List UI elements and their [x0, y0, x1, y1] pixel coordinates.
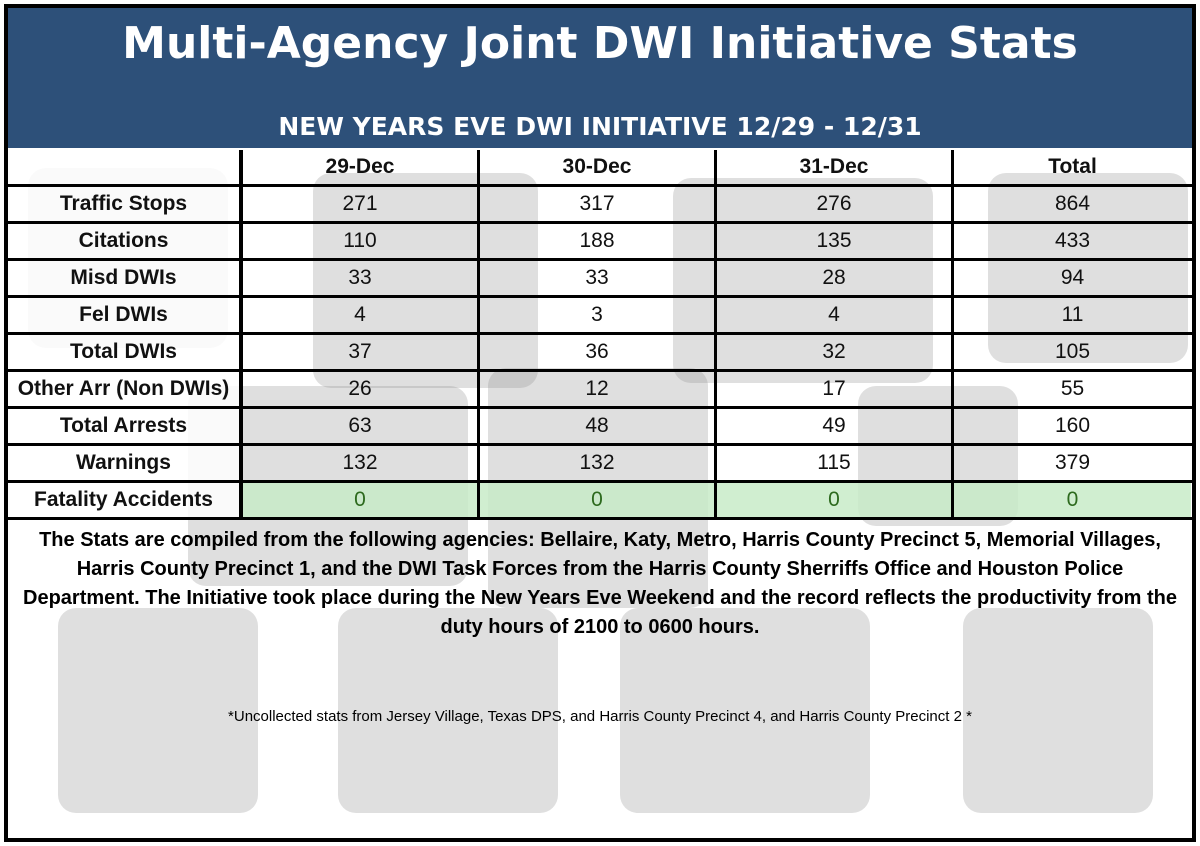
- row-label: Fel DWIs: [8, 298, 243, 332]
- row-value: 188: [480, 224, 717, 258]
- row-value: 135: [717, 224, 954, 258]
- row-value: 115: [717, 446, 954, 480]
- row-value: 49: [717, 409, 954, 443]
- constable-pct2-badge-logo: [620, 608, 870, 813]
- infographic: Multi-Agency Joint DWI Initiative Stats …: [4, 4, 1196, 842]
- row-value: 4: [243, 298, 480, 332]
- row-value: 0: [954, 483, 1191, 517]
- footnote: *Uncollected stats from Jersey Village, …: [228, 708, 972, 725]
- row-value: 379: [1054, 451, 1091, 474]
- row-value: 55: [1060, 377, 1085, 400]
- row-value: 160: [1054, 414, 1091, 437]
- row-value: 0: [480, 483, 717, 517]
- row-value: 11: [1061, 303, 1084, 326]
- header-cell: 31-Dec: [717, 150, 954, 184]
- header-cell: [8, 150, 243, 184]
- police-badge-logo: [988, 173, 1188, 363]
- bellaire-badge-logo: [58, 608, 258, 813]
- header-banner: Multi-Agency Joint DWI Initiative Stats …: [8, 8, 1192, 148]
- row-value: 36: [480, 335, 717, 369]
- row-value: 26: [243, 372, 480, 406]
- table-row: Fel DWIs 4 3 4 11: [8, 298, 1192, 335]
- row-value: 433: [1054, 229, 1091, 252]
- row-value: 33: [243, 261, 480, 295]
- row-value: 3: [480, 298, 717, 332]
- table-row: Total DWIs 37 36 32 105: [8, 335, 1192, 372]
- harris-county-badge-logo: [963, 608, 1153, 813]
- agencies-note: The Stats are compiled from the followin…: [23, 529, 1177, 638]
- page-subtitle: NEW YEARS EVE DWI INITIATIVE 12/29 - 12/…: [278, 112, 922, 141]
- row-value: 63: [243, 409, 480, 443]
- row-label: Total Arrests: [8, 409, 243, 443]
- page-title: Multi-Agency Joint DWI Initiative Stats: [122, 18, 1078, 69]
- table-row: Citations 110 188 135 433: [8, 224, 1192, 261]
- row-value: 105: [1054, 340, 1091, 363]
- table-row: Traffic Stops 271 317 276 864: [8, 187, 1192, 224]
- table-header-row: 29-Dec 30-Dec 31-Dec Total: [8, 150, 1192, 187]
- table-row: Total Arrests 63 48 49 160: [8, 409, 1192, 446]
- row-label: Total DWIs: [8, 335, 243, 369]
- row-value: 12: [480, 372, 717, 406]
- header-cell: 29-Dec: [243, 150, 480, 184]
- row-label: Traffic Stops: [8, 187, 243, 221]
- header-cell: 30-Dec: [480, 150, 717, 184]
- row-value: 37: [243, 335, 480, 369]
- row-value: 110: [243, 224, 480, 258]
- row-value: 271: [243, 187, 480, 221]
- row-value: 28: [717, 261, 954, 295]
- table-row: Misd DWIs 33 33 28 94: [8, 261, 1192, 298]
- table-row: Fatality Accidents 0 0 0 0: [8, 483, 1192, 520]
- row-value: 32: [717, 335, 954, 369]
- stats-table: 29-Dec 30-Dec 31-Dec Total Traffic Stops…: [8, 150, 1192, 520]
- row-value: 48: [480, 409, 717, 443]
- header-cell: Total: [1048, 155, 1097, 178]
- row-label: Misd DWIs: [8, 261, 243, 295]
- table-row: Other Arr (Non DWIs) 26 12 17 55: [8, 372, 1192, 409]
- police-badge-logo: [313, 173, 538, 388]
- row-value: 864: [1054, 192, 1091, 215]
- row-label: Citations: [8, 224, 243, 258]
- row-value: 33: [480, 261, 717, 295]
- row-value: 0: [717, 483, 954, 517]
- table-row: Warnings 132 132 115 379: [8, 446, 1192, 483]
- row-value: 317: [480, 187, 717, 221]
- row-value: 94: [1060, 266, 1085, 289]
- row-value: 0: [243, 483, 480, 517]
- row-label: Other Arr (Non DWIs): [8, 372, 243, 406]
- row-value: 276: [717, 187, 954, 221]
- row-label: Fatality Accidents: [8, 483, 243, 517]
- row-label: Warnings: [8, 446, 243, 480]
- row-value: 132: [480, 446, 717, 480]
- row-value: 132: [243, 446, 480, 480]
- row-value: 4: [717, 298, 954, 332]
- badge-logo: [338, 608, 558, 813]
- row-value: 17: [717, 372, 954, 406]
